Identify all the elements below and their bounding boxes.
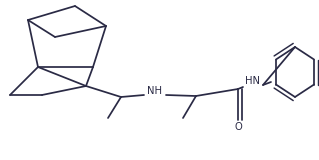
Text: O: O	[234, 122, 242, 132]
Text: NH: NH	[147, 86, 162, 96]
Text: HN: HN	[246, 76, 261, 86]
